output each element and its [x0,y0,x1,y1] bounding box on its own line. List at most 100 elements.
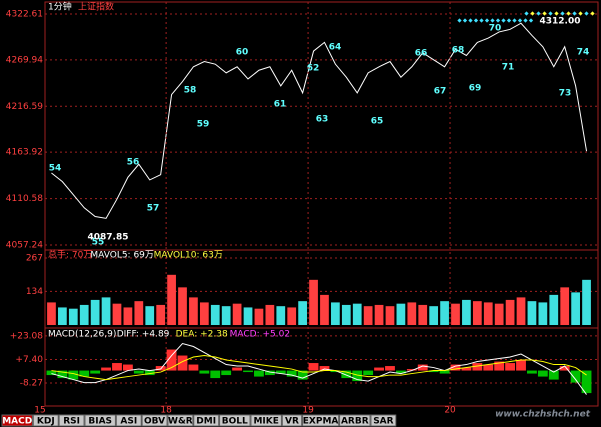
macd-bar [330,370,341,373]
volume-bar [221,306,231,325]
y-tick-label: 4057.24 [6,241,43,251]
macd-bar [494,361,505,371]
legend-item: DEA: +2.38 [176,330,228,340]
macd-bar [254,370,264,377]
volume-bar [505,299,515,325]
tab[interactable] [1,414,33,427]
tab[interactable] [115,414,142,427]
annotation: 69 [469,84,482,94]
macd-bar [46,370,57,376]
macd-bar [210,370,221,379]
tab[interactable] [58,414,85,427]
volume-bar [331,302,340,325]
macd-bar [428,370,439,373]
volume-bar [407,302,417,325]
tab-label: W&R [168,417,193,427]
frame [44,1,599,407]
macd-bar [221,370,232,376]
tab-label: MACD [2,417,32,427]
tab[interactable] [281,414,303,427]
macd-bar [286,370,297,377]
macd-bar [297,370,308,380]
volume-bar [429,306,439,325]
macd-bar [450,364,461,371]
volume-bar [527,301,537,325]
macd-bar [177,355,188,371]
volume-bar [178,287,187,325]
volume-bar [145,306,155,325]
tab-label: MIKE [253,417,278,427]
legend-item: DIFF: +4.89 [117,330,170,340]
tab[interactable] [84,414,116,427]
annotation: 67 [434,87,447,97]
macd-bar [243,370,253,373]
volume-bar [309,279,318,325]
tab-label: RSI [63,417,80,427]
macd-bar [166,349,177,371]
volume-bar [483,302,493,325]
annotation: 61 [274,100,287,110]
y-tick-label: 4322.61 [6,10,43,20]
x-tick-label: 15 [34,406,45,416]
annotation: 70 [489,24,502,34]
volume-bar [287,307,297,325]
tab-label: EXPMA [303,417,339,427]
annotation: 4312.00 [540,17,581,27]
volume-bar [298,301,307,325]
legend-item: MAVOL5: 69万 [90,251,154,261]
tab[interactable] [193,414,220,427]
volume-bar [385,306,395,325]
macd-bar [57,370,68,379]
y-tick-label: -8.27 [20,378,43,388]
annotation: 57 [147,204,160,214]
macd-bar [417,364,428,371]
watermark: www.chzhshch.net [495,410,591,420]
macd-bar [101,367,111,371]
x-tick-label: 20 [444,406,456,416]
volume-bar [199,302,209,325]
volume-bar [440,301,449,325]
tab-label: VR [285,417,299,427]
tab-label: BOLL [222,417,248,427]
tab[interactable] [339,414,371,427]
tab[interactable] [32,414,59,427]
volume-bar [112,303,122,325]
index-name: 上证指数 [78,1,114,13]
volume-bar [90,299,100,325]
macd-bar [363,370,374,376]
tab[interactable] [370,414,397,427]
x-tick-label: 19 [302,406,314,416]
annotation: 60 [236,48,249,58]
volume-bar [560,287,570,325]
tab-label: ARBR [341,417,369,427]
macd-bar [308,363,319,371]
tab[interactable] [141,414,168,427]
tab-label: BIAS [88,417,112,427]
tab[interactable] [167,414,194,427]
volume-bar [101,297,111,325]
legend-item: MAVOL10: 63万 [154,251,223,261]
annotation: 59 [197,120,210,130]
volume-bar [418,304,428,325]
volume-bar [451,303,460,325]
annotation: 55 [92,238,105,248]
tab[interactable] [250,414,282,427]
volume-bar [58,307,67,325]
volume-bar [156,304,166,325]
macd-bar [461,367,472,371]
macd-bar [90,370,101,374]
macd-bar [352,370,363,382]
macd-bar [505,363,516,371]
tab-label: ASI [120,417,137,427]
y-tick-label: 134 [26,287,43,297]
volume-bar [549,294,559,325]
annotation: 54 [49,164,62,174]
volume-bar [265,304,275,325]
macd-bar [79,370,90,377]
macd-bar [472,363,483,371]
annotation: 65 [371,117,384,127]
tab[interactable] [219,414,251,427]
annotation: 73 [559,89,572,99]
annotation: 68 [452,46,465,56]
tab[interactable] [302,414,340,427]
